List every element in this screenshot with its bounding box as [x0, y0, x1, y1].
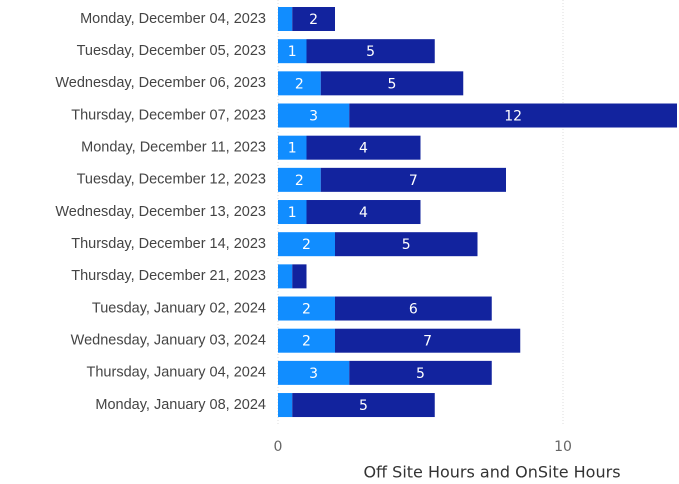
bar-segment	[278, 167, 321, 192]
bar-segment	[349, 103, 677, 128]
bar-segment	[278, 296, 335, 321]
data-label: 2	[295, 76, 304, 92]
bar-segment	[306, 39, 435, 64]
data-label: 1	[288, 141, 297, 157]
bar-segment	[306, 135, 421, 160]
category-label: Wednesday, December 13, 2023	[55, 204, 266, 220]
data-label: 3	[309, 366, 318, 382]
data-label: 2	[302, 302, 311, 318]
data-label: 4	[359, 205, 368, 221]
category-label: Thursday, December 07, 2023	[71, 107, 266, 123]
category-label: Thursday, January 04, 2024	[87, 365, 266, 381]
category-label: Tuesday, December 05, 2023	[77, 43, 266, 59]
x-axis-title: Off Site Hours and OnSite Hours	[363, 463, 620, 482]
bar-segment	[278, 264, 293, 289]
category-label: Monday, December 04, 2023	[80, 11, 266, 27]
bar-segment	[278, 135, 307, 160]
bar-segment	[335, 232, 478, 257]
bar-segment	[320, 167, 506, 192]
category-label: Monday, January 08, 2024	[95, 397, 266, 413]
bar-segment	[335, 296, 492, 321]
bar-segment	[320, 71, 464, 96]
data-label: 7	[409, 173, 418, 189]
bar-segment	[278, 328, 335, 353]
data-label: 12	[504, 109, 522, 125]
bar-segment	[278, 360, 350, 385]
bar-segment	[292, 393, 435, 418]
x-tick-label: 10	[554, 439, 572, 455]
data-label: 5	[416, 366, 425, 382]
bar-segment	[278, 232, 335, 257]
bar-segment	[292, 264, 307, 289]
bar-segment	[306, 200, 421, 225]
bar-segment	[278, 393, 293, 418]
bar-segment	[278, 71, 321, 96]
data-label: 6	[409, 302, 418, 318]
category-label: Thursday, December 14, 2023	[71, 236, 266, 252]
data-label: 7	[423, 334, 432, 350]
category-label: Wednesday, December 06, 2023	[55, 75, 266, 91]
bar-segment	[278, 39, 307, 64]
bar-segment	[335, 328, 521, 353]
bar-segment	[349, 360, 492, 385]
data-label: 2	[302, 334, 311, 350]
category-label: Monday, December 11, 2023	[81, 140, 266, 156]
category-label: Tuesday, December 12, 2023	[77, 172, 266, 188]
data-label: 2	[302, 237, 311, 253]
bar-segment	[292, 7, 335, 31]
category-label: Thursday, December 21, 2023	[71, 268, 266, 284]
category-label: Tuesday, January 02, 2024	[92, 300, 266, 316]
data-label: 5	[388, 76, 397, 92]
bar-segment	[278, 7, 293, 31]
data-label: 5	[359, 398, 368, 414]
bar-segment	[278, 103, 350, 128]
data-label: 2	[309, 12, 318, 28]
data-label: 4	[359, 141, 368, 157]
bar-segment	[278, 200, 307, 225]
x-tick-label: 0	[274, 439, 283, 455]
data-label: 5	[366, 44, 375, 60]
data-label: 3	[309, 109, 318, 125]
category-label: Wednesday, January 03, 2024	[71, 333, 266, 349]
data-label: 5	[402, 237, 411, 253]
data-label: 2	[295, 173, 304, 189]
data-label: 1	[288, 44, 297, 60]
data-label: 1	[288, 205, 297, 221]
